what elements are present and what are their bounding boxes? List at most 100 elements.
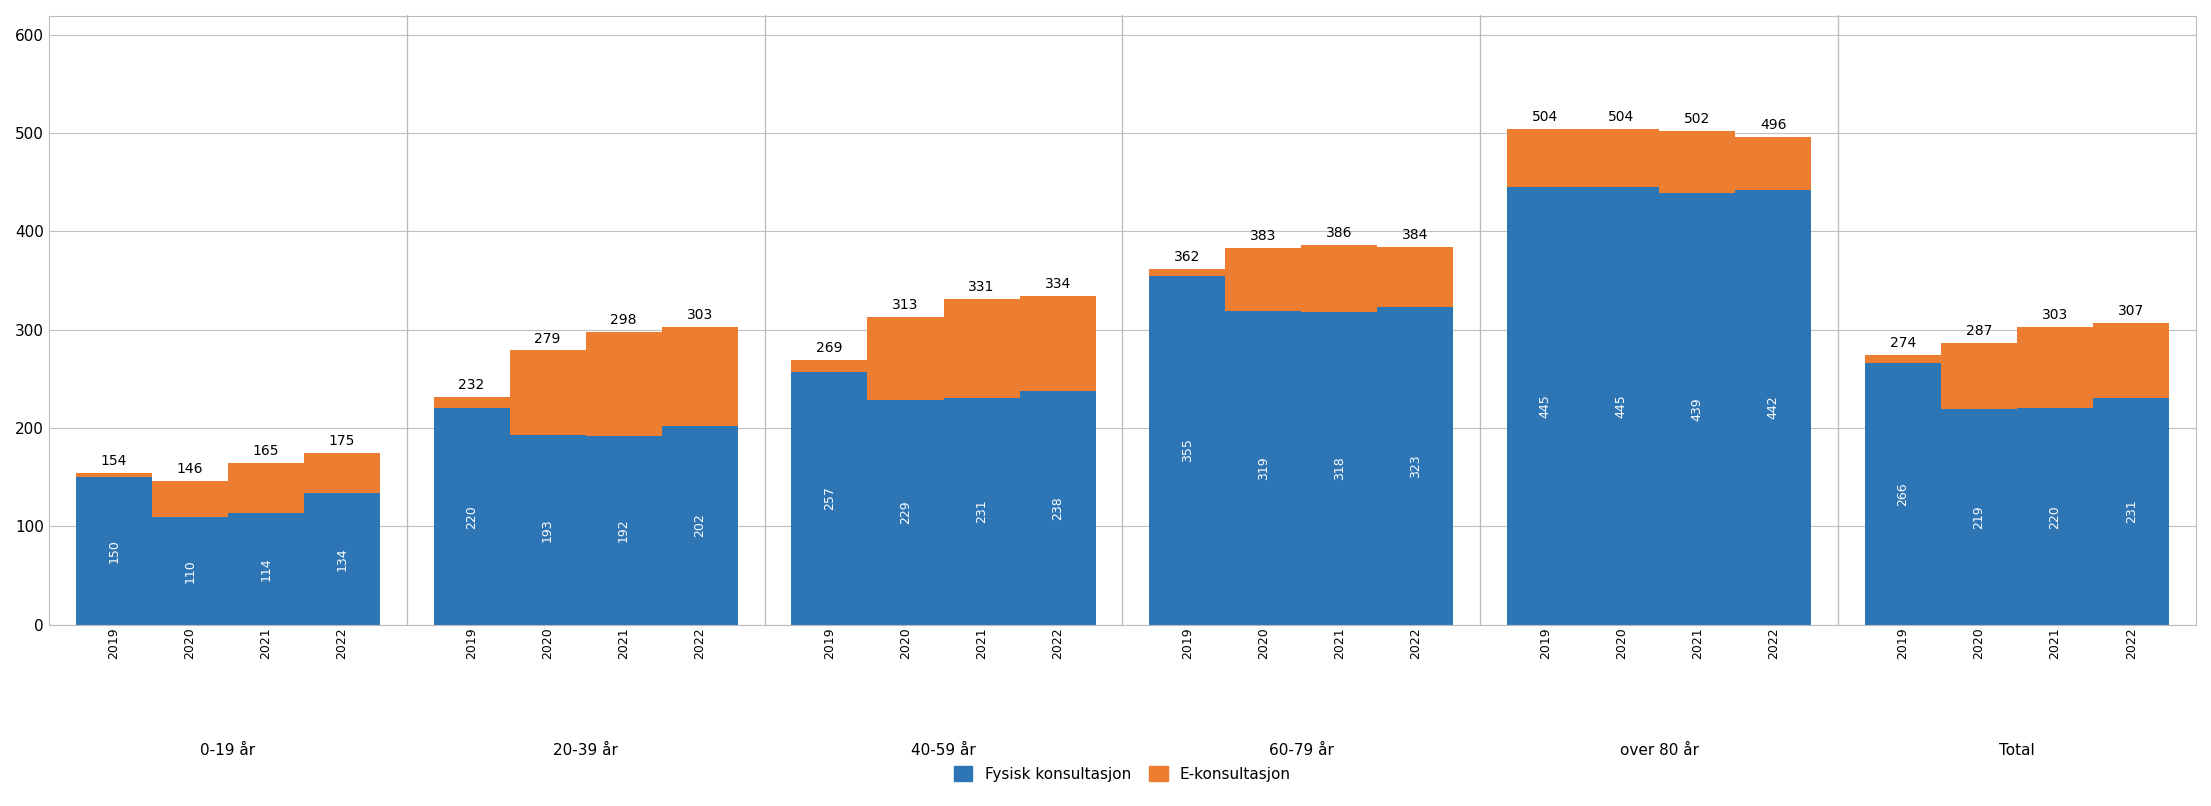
Bar xyxy=(2094,323,2169,397)
Bar xyxy=(2016,409,2094,625)
Bar xyxy=(586,332,661,436)
Bar xyxy=(1508,129,1583,187)
Bar xyxy=(75,477,153,625)
Text: 231: 231 xyxy=(975,500,988,523)
Text: 502: 502 xyxy=(1685,112,1711,127)
Text: 202: 202 xyxy=(694,513,705,538)
Text: 303: 303 xyxy=(688,308,712,322)
Bar xyxy=(433,409,509,625)
Bar xyxy=(509,351,586,435)
Bar xyxy=(1508,187,1583,625)
Bar xyxy=(1941,409,2016,625)
Text: 238: 238 xyxy=(1050,496,1063,520)
Bar xyxy=(153,481,228,517)
Text: 313: 313 xyxy=(893,298,918,312)
Bar xyxy=(153,517,228,625)
Bar xyxy=(792,372,867,625)
Bar xyxy=(1837,15,2196,625)
Text: 334: 334 xyxy=(1044,277,1070,292)
Text: 362: 362 xyxy=(1174,250,1201,264)
Bar xyxy=(509,435,586,625)
Bar xyxy=(1302,312,1377,625)
Bar xyxy=(303,493,380,625)
Bar xyxy=(867,317,944,400)
Bar xyxy=(1658,131,1736,193)
Text: 355: 355 xyxy=(1181,438,1194,462)
Text: 279: 279 xyxy=(535,331,562,346)
Text: 319: 319 xyxy=(1256,456,1269,480)
Bar xyxy=(1658,193,1736,625)
Bar xyxy=(661,326,738,426)
Bar xyxy=(303,453,380,493)
Text: 257: 257 xyxy=(822,487,836,510)
Text: 220: 220 xyxy=(464,505,478,529)
Bar xyxy=(407,15,765,625)
Text: 220: 220 xyxy=(2050,505,2061,529)
Bar xyxy=(1736,190,1811,625)
Text: 386: 386 xyxy=(1327,226,1353,240)
Text: 307: 307 xyxy=(2118,304,2145,318)
Bar xyxy=(1866,364,1941,625)
Text: 229: 229 xyxy=(900,501,911,524)
Bar xyxy=(1377,307,1453,625)
Text: 231: 231 xyxy=(2125,500,2138,523)
Text: 496: 496 xyxy=(1760,118,1786,132)
Bar xyxy=(2016,326,2094,409)
Text: 154: 154 xyxy=(99,455,126,468)
Bar xyxy=(1019,391,1097,625)
Text: 266: 266 xyxy=(1897,482,1910,506)
Bar xyxy=(1225,311,1302,625)
Bar xyxy=(944,397,1019,625)
Bar xyxy=(1150,276,1225,625)
Bar xyxy=(586,436,661,625)
Text: 504: 504 xyxy=(1607,110,1634,124)
Text: 287: 287 xyxy=(1966,324,1992,338)
Text: 219: 219 xyxy=(1972,505,1985,529)
Bar xyxy=(433,397,509,409)
Bar xyxy=(765,15,1123,625)
Text: 439: 439 xyxy=(1691,397,1705,421)
Text: 110: 110 xyxy=(184,559,197,583)
Bar xyxy=(1736,137,1811,190)
Bar xyxy=(228,463,303,513)
Bar xyxy=(1481,15,1837,625)
Text: 175: 175 xyxy=(329,434,356,448)
Bar xyxy=(75,473,153,477)
Text: 193: 193 xyxy=(542,518,555,542)
Bar xyxy=(1941,343,2016,409)
Bar xyxy=(1123,15,1481,625)
Text: 331: 331 xyxy=(968,280,995,294)
Text: 445: 445 xyxy=(1539,394,1552,418)
Text: 303: 303 xyxy=(2043,308,2067,322)
Text: 150: 150 xyxy=(106,539,119,563)
Text: 298: 298 xyxy=(610,313,637,326)
Text: 146: 146 xyxy=(177,463,203,476)
Text: 504: 504 xyxy=(1532,110,1559,124)
Bar xyxy=(49,15,407,625)
Text: 384: 384 xyxy=(1402,228,1428,243)
Text: 114: 114 xyxy=(259,557,272,580)
Bar xyxy=(867,400,944,625)
Text: 134: 134 xyxy=(336,547,349,571)
Bar xyxy=(792,360,867,372)
Text: 165: 165 xyxy=(252,443,279,458)
Legend: Fysisk konsultasjon, E-konsultasjon: Fysisk konsultasjon, E-konsultasjon xyxy=(949,760,1298,788)
Text: 445: 445 xyxy=(1614,394,1627,418)
Bar xyxy=(661,426,738,625)
Text: 192: 192 xyxy=(617,518,630,542)
Bar xyxy=(2094,397,2169,625)
Text: 232: 232 xyxy=(458,378,484,392)
Bar xyxy=(1583,129,1658,187)
Bar xyxy=(1866,355,1941,364)
Bar xyxy=(1302,245,1377,312)
Bar xyxy=(1150,268,1225,276)
Text: 274: 274 xyxy=(1890,336,1917,351)
Text: 323: 323 xyxy=(1408,455,1422,478)
Bar xyxy=(1225,248,1302,311)
Text: 318: 318 xyxy=(1333,456,1346,480)
Text: 383: 383 xyxy=(1249,229,1276,243)
Bar xyxy=(1019,297,1097,391)
Bar xyxy=(228,513,303,625)
Text: 442: 442 xyxy=(1767,396,1780,419)
Bar xyxy=(1377,247,1453,307)
